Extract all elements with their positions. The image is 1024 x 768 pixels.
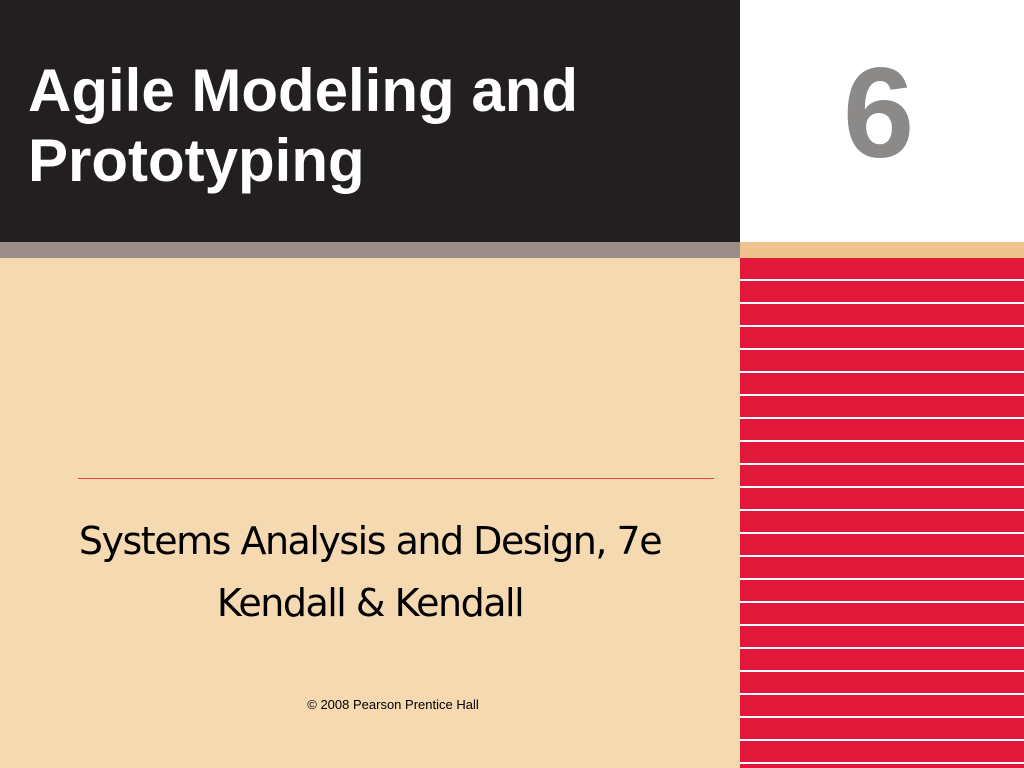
chapter-number: 6 (843, 42, 915, 185)
accent-band (740, 242, 1024, 258)
copyright-notice: © 2008 Pearson Prentice Hall (307, 697, 479, 712)
divider-band (0, 242, 740, 258)
slide-title: Agile Modeling and Prototyping (28, 56, 718, 196)
book-subtitle: Systems Analysis and Design, 7e Kendall … (0, 510, 740, 634)
slide-title-line-1: Agile Modeling and (28, 57, 578, 124)
chapter-number-block: 6 (740, 0, 1024, 242)
content-panel: Systems Analysis and Design, 7e Kendall … (0, 258, 740, 768)
striped-decoration-panel (740, 258, 1024, 768)
horizontal-rule (78, 478, 714, 479)
title-block: Agile Modeling and Prototyping (0, 0, 740, 242)
slide-title-line-2: Prototyping (28, 127, 365, 194)
book-title: Systems Analysis and Design, 7e (78, 519, 663, 563)
book-authors: Kendall & Kendall (216, 581, 525, 625)
